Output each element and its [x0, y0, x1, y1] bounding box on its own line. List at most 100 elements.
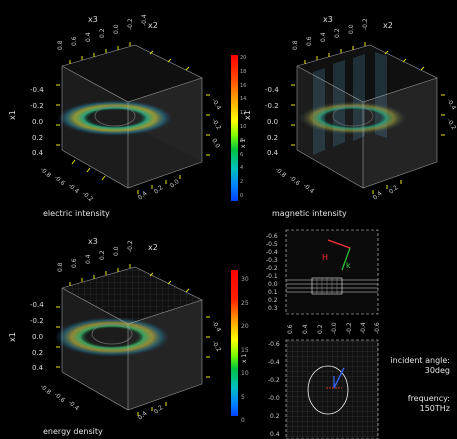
axis-label-x2: x2 — [148, 21, 158, 30]
svg-text:-0.2: -0.2 — [346, 322, 353, 334]
svg-text:0.6: 0.6 — [306, 36, 313, 46]
svg-text:0.6: 0.6 — [71, 36, 78, 46]
field-arrow-e — [333, 367, 345, 389]
svg-text:0.4: 0.4 — [32, 364, 44, 372]
svg-text:0.0: 0.0 — [32, 333, 43, 341]
magnetic-intensity-caption: magnetic intensity — [272, 209, 347, 218]
svg-text:-0.4: -0.4 — [265, 86, 279, 94]
svg-text:0.2: 0.2 — [153, 184, 165, 196]
svg-text:-0.2: -0.2 — [127, 18, 134, 30]
svg-text:0.4: 0.4 — [137, 410, 149, 422]
k-vector — [341, 247, 351, 271]
field-cross-section-diagram: -0.6 -0.4 -0.2 -0.0 0.2 0.4 x 2 — [268, 339, 379, 439]
axis-label-x3: x3 — [88, 15, 98, 24]
svg-text:-0.4: -0.4 — [268, 359, 280, 366]
incident-angle-label: incident angle: — [390, 356, 450, 365]
svg-text:0.2: 0.2 — [99, 28, 106, 38]
svg-text:-0.4: -0.4 — [141, 14, 148, 26]
svg-text:-0.2: -0.2 — [445, 118, 457, 132]
svg-text:0.0: 0.0 — [113, 246, 120, 256]
svg-text:-0.5: -0.5 — [266, 241, 278, 248]
incident-angle-value: 30deg — [424, 366, 450, 375]
svg-text:0.2: 0.2 — [153, 404, 165, 416]
svg-text:-0.0: -0.0 — [331, 322, 338, 334]
svg-text:0.4: 0.4 — [270, 431, 280, 438]
svg-text:0.2: 0.2 — [388, 184, 400, 196]
svg-text:0.1: 0.1 — [268, 289, 278, 296]
svg-text:-0.0: -0.0 — [268, 395, 280, 402]
wave-vector-diagram: -0.6 -0.5 -0.4 -0.3 -0.2 -0.1 0.0 0.1 0.… — [266, 229, 381, 334]
svg-text:0.0: 0.0 — [169, 178, 181, 190]
svg-text:0.0: 0.0 — [210, 138, 221, 150]
svg-text:0.2: 0.2 — [268, 297, 278, 304]
svg-text:0.2: 0.2 — [32, 349, 43, 357]
energy-density-volume-plot: x3 x2 x1 -0.4 -0.2 0.0 0.2 0.4 0.8 0.6 0… — [8, 237, 222, 422]
svg-text:-0.6: -0.6 — [288, 174, 302, 187]
svg-text:-0.2: -0.2 — [81, 190, 95, 203]
svg-text:0.2: 0.2 — [334, 28, 341, 38]
svg-text:-0.6: -0.6 — [53, 391, 67, 404]
svg-text:0.0: 0.0 — [348, 24, 355, 34]
svg-text:-0.6: -0.6 — [266, 233, 278, 240]
svg-text:-0.8: -0.8 — [39, 383, 53, 396]
h-vector — [327, 239, 351, 249]
colorbar-top — [231, 55, 238, 201]
svg-text:-0.4: -0.4 — [266, 249, 278, 256]
svg-text:-0.2: -0.2 — [30, 102, 44, 110]
k-label: k — [346, 261, 351, 270]
svg-text:x2: x2 — [148, 243, 158, 252]
colorbar-bottom-axis-label: x 1 — [241, 353, 249, 364]
h-label: H — [322, 253, 328, 262]
svg-text:-0.4: -0.4 — [210, 98, 222, 112]
svg-text:0.2: 0.2 — [317, 324, 324, 334]
svg-text:0.4: 0.4 — [85, 254, 92, 264]
svg-text:0.0: 0.0 — [268, 281, 278, 288]
svg-text:-0.4: -0.4 — [445, 98, 457, 112]
svg-text:-0.2: -0.2 — [210, 340, 222, 354]
svg-text:0.2: 0.2 — [32, 134, 43, 142]
svg-text:-0.8: -0.8 — [274, 166, 288, 179]
svg-text:-0.8: -0.8 — [39, 166, 53, 179]
frequency-value: 150THz — [419, 404, 450, 413]
electric-intensity-volume-plot: x3 x2 x1 -0.4 -0.2 0.0 0.2 0.4 0.8 0.6 0… — [8, 14, 222, 203]
svg-text:x3: x3 — [88, 237, 98, 246]
svg-text:0.8: 0.8 — [57, 262, 64, 272]
svg-text:x3: x3 — [323, 15, 333, 24]
energy-density-caption: energy density — [43, 427, 103, 436]
svg-text:0.4: 0.4 — [137, 190, 149, 202]
svg-text:0.4: 0.4 — [302, 324, 309, 334]
svg-text:0.2: 0.2 — [267, 134, 278, 142]
svg-text:-0.4: -0.4 — [302, 182, 316, 195]
colorbar-bottom-ticks: 30 25 20 15 10 5 0 — [241, 276, 249, 424]
svg-text:-0.2: -0.2 — [265, 102, 279, 110]
svg-text:x1: x1 — [243, 110, 252, 120]
svg-text:0.4: 0.4 — [267, 149, 279, 157]
svg-text:0.4: 0.4 — [372, 190, 384, 202]
svg-text:0.8: 0.8 — [292, 40, 299, 50]
svg-text:-0.6: -0.6 — [374, 322, 381, 334]
svg-text:0.6: 0.6 — [287, 324, 294, 334]
svg-text:-0.4: -0.4 — [30, 301, 44, 309]
svg-text:x2: x2 — [383, 21, 393, 30]
svg-text:0.8: 0.8 — [57, 40, 64, 50]
svg-text:0.0: 0.0 — [32, 118, 43, 126]
svg-text:0.4: 0.4 — [85, 32, 92, 42]
svg-text:0.6: 0.6 — [71, 258, 78, 268]
svg-text:-0.2: -0.2 — [362, 18, 369, 30]
svg-text:-0.4: -0.4 — [210, 320, 222, 334]
svg-text:-0.3: -0.3 — [266, 257, 278, 264]
svg-text:-0.2: -0.2 — [210, 118, 222, 132]
svg-text:-0.2: -0.2 — [127, 240, 134, 252]
svg-text:-0.4: -0.4 — [67, 399, 81, 412]
svg-text:0.3: 0.3 — [268, 305, 278, 312]
svg-text:0.2: 0.2 — [270, 413, 280, 420]
colorbar-bottom — [231, 270, 238, 416]
svg-text:-0.2: -0.2 — [266, 265, 278, 272]
svg-text:x1: x1 — [8, 332, 17, 342]
svg-text:-0.2: -0.2 — [268, 377, 280, 384]
svg-text:0.4: 0.4 — [320, 32, 327, 42]
svg-text:-0.4: -0.4 — [30, 86, 44, 94]
svg-text:0.0: 0.0 — [113, 24, 120, 34]
svg-text:-0.4: -0.4 — [360, 322, 367, 334]
